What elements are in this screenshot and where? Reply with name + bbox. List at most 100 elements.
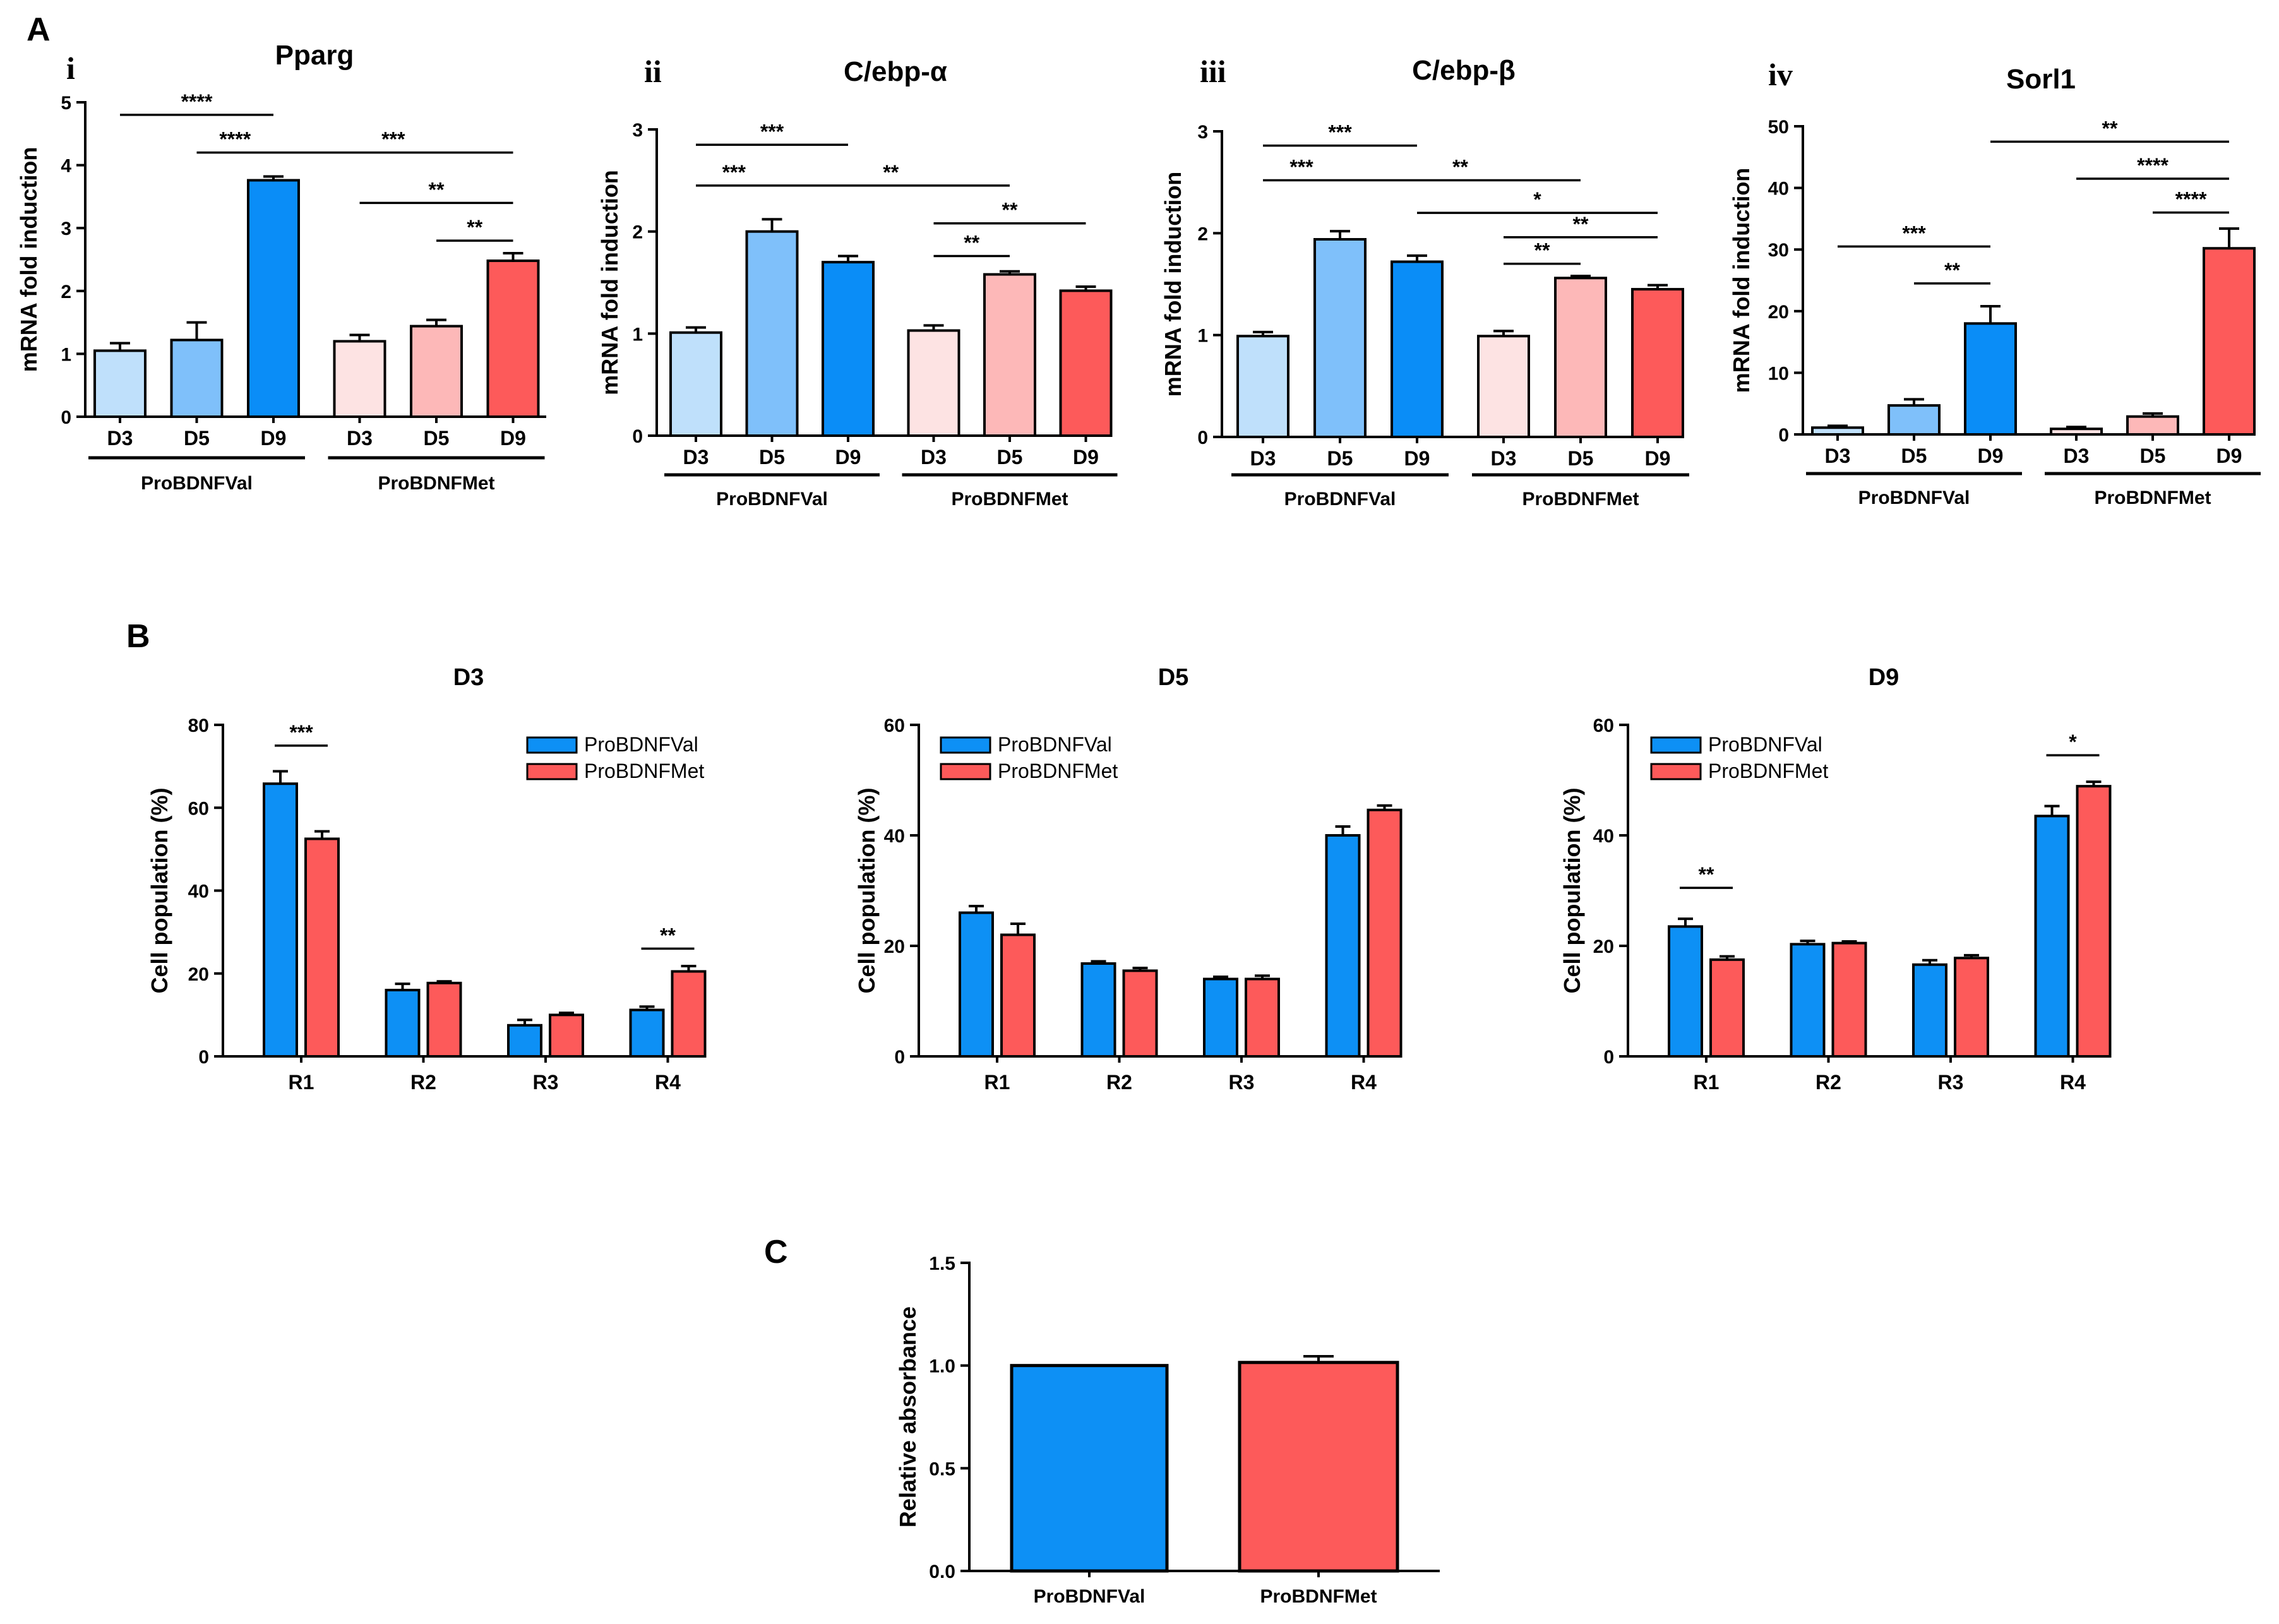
y-tick-label: 40 [188, 881, 209, 902]
y-tick-label: 0 [198, 1047, 209, 1068]
significance-label: *** [381, 128, 405, 151]
bar [1631, 288, 1684, 439]
bar [1477, 335, 1530, 439]
bar-probdnfmet [1245, 977, 1280, 1058]
category-label: D3 [1491, 447, 1517, 470]
y-axis-label: mRNA fold induction [16, 147, 42, 373]
legend-label: ProBDNFMet [1708, 760, 1828, 782]
chart-b-d9: D9 0 20 40 60 Cell population (%) R1 R2 R3 R4 ProB… [1559, 664, 2112, 1094]
significance-label: ** [467, 216, 482, 239]
legend-swatch [1650, 763, 1702, 780]
y-tick-label: 10 [1768, 363, 1789, 384]
y-tick-label: 20 [1768, 302, 1789, 323]
legend-label: ProBDNFVal [1708, 733, 1822, 756]
category-label: R1 [1694, 1071, 1720, 1094]
significance-label: *** [760, 120, 784, 143]
chart-title: D9 [1869, 664, 1899, 691]
bar [1391, 260, 1444, 438]
y-tick-label: 1.0 [929, 1356, 955, 1377]
category-label: D3 [683, 446, 709, 469]
panel-label-b: B [126, 618, 150, 655]
significance-label: * [1533, 188, 1541, 211]
group-label: ProBDNFVal [1284, 489, 1396, 510]
bar-probdnfval [1203, 977, 1238, 1058]
category-label: D9 [261, 427, 287, 450]
y-tick-label: 0 [632, 426, 643, 447]
panel-label-c: C [764, 1234, 788, 1270]
category-label: D3 [347, 427, 373, 450]
chart-a-iii: iii C/ebp-β 0 1 2 3 mRNA fold induction D3 D5 D9 D… [1160, 54, 1689, 510]
bar-probdnfval [1080, 962, 1116, 1058]
chart-title: Pparg [275, 40, 354, 71]
bar [170, 338, 224, 418]
category-label: R4 [2060, 1071, 2086, 1094]
y-tick-label: 2 [632, 222, 643, 243]
legend-swatch [940, 736, 991, 754]
y-axis-label: mRNA fold induction [1728, 168, 1754, 393]
bar [1964, 322, 2017, 436]
bar [1236, 335, 1289, 439]
significance-label: * [2069, 731, 2077, 753]
y-tick-label: 60 [188, 798, 209, 819]
category-label: D9 [2216, 445, 2242, 467]
significance-label: ** [1944, 259, 1960, 282]
bar-probdnfmet [1709, 958, 1745, 1058]
category-label: D3 [107, 427, 133, 450]
category-label: D5 [759, 446, 785, 469]
group-label: ProBDNFVal [141, 473, 253, 494]
y-axis-label: Relative absorbance [895, 1306, 921, 1527]
category-label: D3 [1825, 445, 1851, 467]
chart-sublabel: iii [1200, 54, 1226, 89]
category-label: D5 [997, 446, 1023, 469]
y-tick-label: 40 [884, 826, 905, 847]
significance-label: **** [2175, 188, 2207, 211]
legend-label: ProBDNFMet [584, 760, 704, 782]
panel-label-a: A [27, 11, 51, 48]
significance-label: ** [660, 924, 676, 946]
chart-title: D5 [1158, 664, 1189, 691]
category-label: R3 [533, 1071, 559, 1094]
bar-probdnfval [1668, 925, 1703, 1058]
chart-title: C/ebp-β [1412, 55, 1516, 86]
bar-probdnfmet [549, 1013, 584, 1058]
chart-sublabel: ii [644, 54, 662, 89]
chart-a-iv: iv Sorl1 0 10 20 30 40 50 mRNA fold induction D3 D… [1728, 57, 2261, 508]
legend-label: ProBDNFVal [998, 733, 1112, 756]
bar [333, 340, 386, 418]
y-tick-label: 40 [1768, 179, 1789, 200]
chart-title: Sorl1 [2006, 64, 2076, 95]
bar-probdnfval [1325, 834, 1361, 1058]
category-label: R1 [984, 1071, 1010, 1094]
category-label: D9 [500, 427, 526, 450]
bar [1238, 1361, 1399, 1573]
bar [1313, 238, 1367, 438]
y-tick-label: 60 [884, 715, 905, 736]
legend-swatch [526, 736, 578, 754]
bar [2126, 415, 2179, 436]
category-label: D5 [184, 427, 210, 450]
bar [486, 259, 540, 418]
bar-probdnfmet [1122, 969, 1158, 1058]
group-label: ProBDNFMet [2095, 487, 2211, 508]
chart-a-i: i Pparg 0 1 2 3 4 5 mRNA fold induction D3 D5 D9 D3 D… [16, 40, 546, 494]
significance-label: ** [1573, 213, 1589, 236]
legend-swatch [526, 763, 578, 780]
y-tick-label: 40 [1593, 826, 1614, 847]
y-tick-label: 5 [61, 93, 71, 114]
significance-label: ** [2102, 117, 2118, 140]
category-label: ProBDNFVal [1034, 1586, 1145, 1607]
y-tick-label: 0 [61, 407, 71, 428]
significance-label: *** [1289, 155, 1313, 178]
category-label: ProBDNFMet [1260, 1586, 1377, 1607]
significance-label: *** [722, 161, 746, 184]
significance-label: ** [1452, 155, 1468, 178]
bar [983, 273, 1036, 438]
y-tick-label: 0.5 [929, 1459, 955, 1479]
y-tick-label: 60 [1593, 715, 1614, 736]
y-tick-label: 3 [1197, 122, 1208, 143]
chart-b-d5: D5 0 20 40 60 Cell population (%) R1 R2 R3 R4 ProB… [854, 664, 1403, 1094]
bar [410, 325, 463, 418]
significance-label: ** [429, 178, 445, 201]
group-label: ProBDNFVal [1858, 487, 1970, 508]
